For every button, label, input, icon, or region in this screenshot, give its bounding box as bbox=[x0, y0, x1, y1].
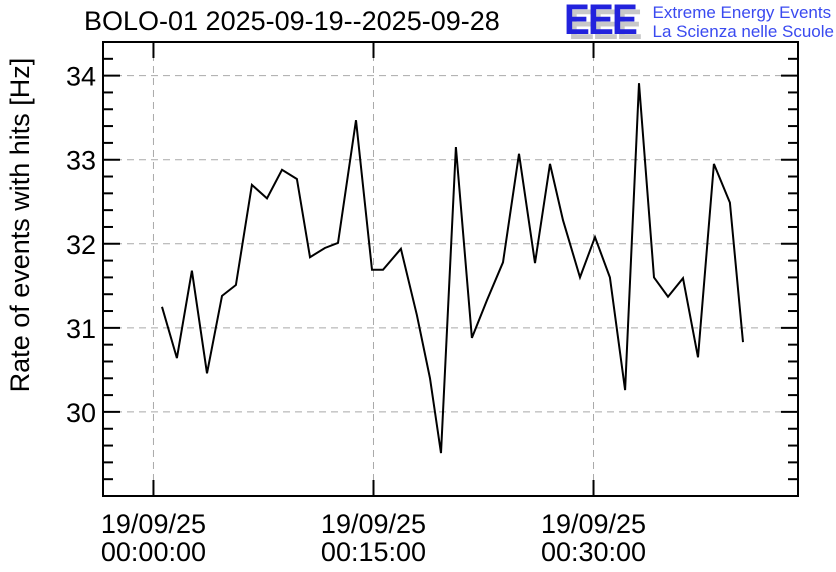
y-tick-label: 32 bbox=[66, 230, 96, 260]
x-tick-label-date: 19/09/25 bbox=[321, 509, 426, 539]
eee-logo: EEE Extreme Energy Events La Scienza nel… bbox=[564, 0, 834, 44]
y-tick-label: 33 bbox=[66, 146, 96, 176]
eee-logo-taglines: Extreme Energy Events La Scienza nelle S… bbox=[653, 2, 834, 41]
x-tick-label-time: 00:30:00 bbox=[541, 537, 646, 567]
x-tick-label-time: 00:15:00 bbox=[321, 537, 426, 567]
eee-logo-tagline-2: La Scienza nelle Scuole bbox=[652, 22, 834, 41]
plot-frame bbox=[102, 41, 799, 497]
x-tick-label-date: 19/09/25 bbox=[541, 509, 646, 539]
y-tick-label: 31 bbox=[66, 314, 96, 344]
eee-logo-letters: EEE bbox=[564, 0, 638, 44]
x-tick-label-time: 00:00:00 bbox=[101, 537, 206, 567]
data-line-rate-of-events-with-hits bbox=[161, 83, 744, 454]
x-tick-label-date: 19/09/25 bbox=[101, 509, 206, 539]
eee-logo-tagline-1: Extreme Energy Events bbox=[652, 3, 832, 22]
y-tick-label: 34 bbox=[66, 62, 96, 92]
y-tick-label: 30 bbox=[66, 398, 96, 428]
chart-title: BOLO-01 2025-09-19--2025-09-28 bbox=[84, 6, 500, 36]
